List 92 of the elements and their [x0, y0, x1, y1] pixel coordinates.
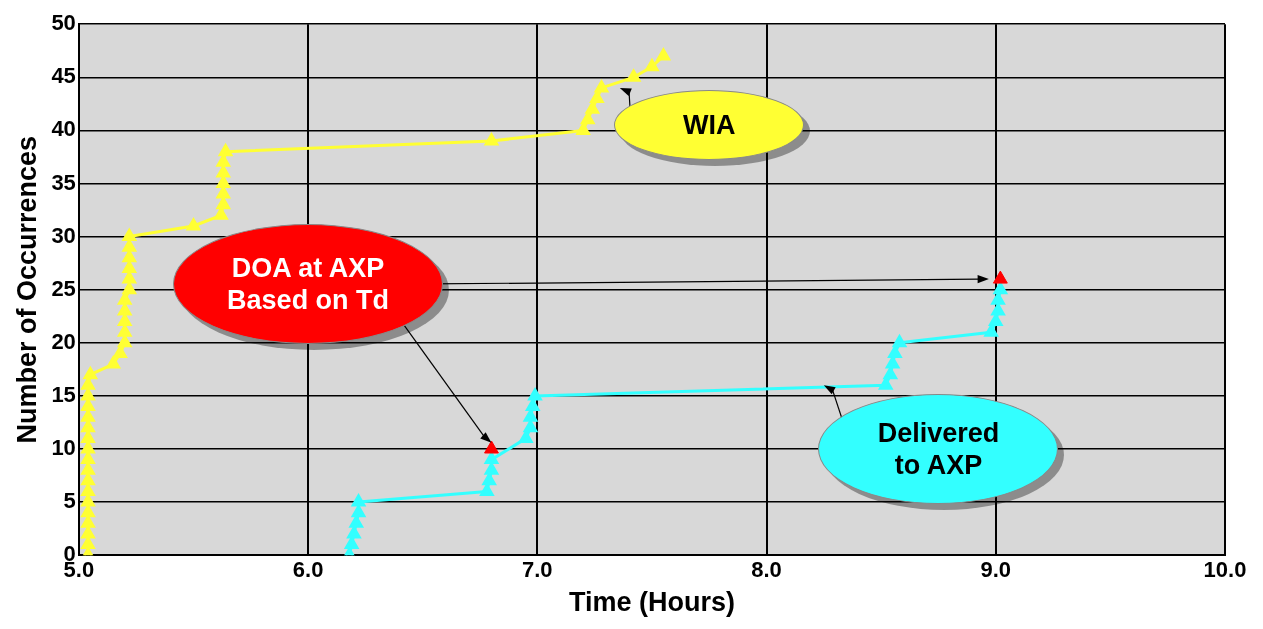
- point: [344, 537, 359, 550]
- point: [989, 314, 1003, 327]
- x-tick-label: 6.0: [292, 557, 324, 583]
- point: [216, 186, 230, 199]
- y-tick-label: 50: [51, 10, 76, 36]
- point: [216, 176, 230, 188]
- point: [81, 505, 95, 518]
- point: [81, 409, 95, 422]
- point: [106, 356, 120, 369]
- point: [81, 526, 95, 539]
- point: [993, 282, 1008, 295]
- point: [528, 388, 542, 401]
- point: [892, 335, 907, 348]
- x-axis-title: Time (Hours): [568, 587, 735, 618]
- point: [590, 91, 604, 104]
- point: [484, 462, 499, 475]
- point: [347, 526, 361, 539]
- point: [122, 239, 136, 252]
- point: [122, 250, 136, 263]
- y-tick-label: 45: [51, 63, 76, 89]
- point: [576, 122, 590, 135]
- series-label: Delivered to AXP: [877, 417, 1000, 481]
- point: [186, 218, 201, 231]
- point: [888, 345, 902, 358]
- x-tick-label: 7.0: [522, 557, 553, 583]
- point: [81, 388, 95, 401]
- point: [81, 441, 95, 454]
- point: [885, 356, 900, 369]
- point: [594, 80, 609, 93]
- point: [523, 420, 538, 433]
- point: [122, 282, 136, 295]
- point: [81, 430, 95, 443]
- point: [484, 133, 499, 146]
- y-tick-label: 25: [51, 275, 76, 301]
- series-label: WIA: [682, 109, 736, 142]
- x-tick-label: 8.0: [751, 557, 782, 583]
- point: [81, 494, 95, 507]
- y-tick-label: 5: [63, 488, 76, 514]
- point: [585, 101, 600, 114]
- point: [656, 48, 671, 61]
- y-tick-label: 35: [51, 169, 76, 195]
- point: [519, 430, 533, 443]
- point: [118, 292, 132, 305]
- point: [482, 473, 496, 486]
- y-tick-label: 40: [51, 116, 76, 142]
- point: [122, 271, 136, 284]
- point: [81, 452, 95, 465]
- point: [526, 399, 540, 412]
- point: [216, 165, 230, 178]
- point: [523, 409, 538, 422]
- point: [216, 197, 230, 210]
- point: [581, 112, 595, 125]
- point: [484, 452, 499, 465]
- point: [118, 324, 132, 337]
- y-tick-label: 10: [51, 435, 76, 461]
- point: [351, 494, 366, 507]
- y-tick-label: 30: [51, 222, 76, 248]
- y-axis-title: Number of Occurrences: [11, 135, 42, 444]
- point: [81, 420, 95, 433]
- point: [81, 473, 95, 486]
- point: [218, 144, 233, 157]
- point: [214, 207, 228, 220]
- point: [349, 515, 363, 528]
- x-tick-label: 10.0: [1203, 557, 1247, 583]
- point: [883, 367, 898, 380]
- x-tick-label: 9.0: [980, 557, 1012, 583]
- point: [122, 260, 136, 273]
- point: [118, 314, 132, 327]
- y-tick-label: 15: [51, 381, 76, 407]
- point: [122, 229, 136, 242]
- point: [118, 303, 132, 316]
- point: [991, 292, 1005, 305]
- point: [991, 303, 1005, 316]
- point: [351, 505, 366, 518]
- point: [81, 537, 95, 550]
- point: [118, 335, 132, 348]
- y-tick-label: 20: [51, 328, 76, 354]
- point: [480, 483, 494, 496]
- point: [984, 324, 998, 337]
- point: [484, 440, 499, 454]
- point: [83, 367, 98, 380]
- point: [645, 59, 659, 72]
- point: [626, 69, 641, 82]
- point: [81, 515, 95, 528]
- point: [992, 270, 1008, 284]
- point: [879, 377, 893, 390]
- point: [81, 462, 95, 475]
- point: [81, 399, 95, 412]
- point: [113, 345, 127, 358]
- point: [81, 377, 95, 390]
- point: [216, 154, 230, 167]
- point: [81, 483, 95, 496]
